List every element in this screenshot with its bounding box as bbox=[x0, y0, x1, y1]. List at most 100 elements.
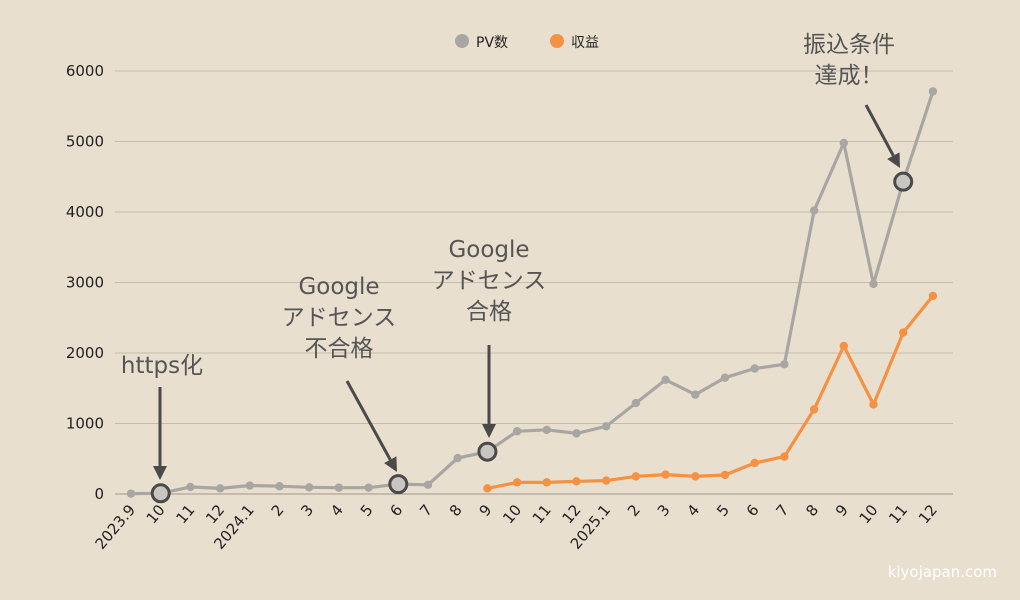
data-point bbox=[661, 470, 670, 479]
x-tick-label: 10 bbox=[856, 501, 882, 527]
data-point bbox=[928, 87, 938, 96]
annotation-marker bbox=[150, 483, 171, 504]
x-tick-label: 3 bbox=[297, 501, 317, 520]
annotation-arrow bbox=[345, 380, 392, 461]
data-point bbox=[691, 472, 700, 481]
data-point bbox=[780, 452, 789, 461]
x-tick-label: 6 bbox=[743, 501, 763, 520]
data-point bbox=[809, 206, 819, 215]
x-tick-label: 10 bbox=[143, 501, 169, 527]
x-tick-label: 9 bbox=[476, 501, 496, 520]
series-line bbox=[129, 89, 935, 496]
data-point bbox=[839, 341, 848, 351]
legend: PV数 収益 bbox=[455, 34, 599, 51]
data-point bbox=[720, 470, 730, 480]
x-tick-label: 5 bbox=[713, 501, 733, 520]
data-point bbox=[423, 480, 433, 490]
x-tick-label: 11 bbox=[885, 501, 911, 527]
x-tick-label: 2 bbox=[624, 501, 644, 520]
x-tick-label: 8 bbox=[446, 501, 466, 520]
data-point bbox=[542, 425, 551, 435]
x-tick-label: 2023.9 bbox=[92, 501, 140, 553]
data-point bbox=[661, 375, 670, 384]
annotation-text: アドセンス bbox=[282, 305, 397, 331]
data-point bbox=[750, 458, 759, 468]
data-point bbox=[602, 422, 611, 431]
x-tick-label: 5 bbox=[357, 501, 377, 520]
x-tick-label: 11 bbox=[172, 501, 198, 527]
annotation-arrowhead bbox=[482, 424, 496, 438]
x-tick-label: 10 bbox=[499, 501, 525, 527]
data-point bbox=[245, 481, 254, 490]
gridlines bbox=[115, 70, 953, 495]
annotation-text: 合格 bbox=[466, 299, 512, 325]
x-tick-label: 4 bbox=[683, 501, 703, 520]
data-point bbox=[928, 291, 938, 301]
y-tick-label: 2000 bbox=[66, 344, 104, 362]
x-tick-label: 4 bbox=[327, 501, 347, 520]
series-line bbox=[485, 294, 935, 490]
data-point bbox=[780, 360, 789, 369]
data-point bbox=[720, 373, 730, 382]
data-point bbox=[869, 279, 878, 289]
data-point bbox=[809, 405, 819, 414]
annotation-text: 振込条件 bbox=[803, 32, 895, 58]
legend-label: PV数 bbox=[476, 35, 508, 51]
data-point bbox=[572, 429, 581, 438]
x-tick-label: 7 bbox=[416, 501, 436, 520]
x-tick-label: 3 bbox=[654, 501, 674, 520]
annotation-text: Google bbox=[298, 274, 379, 300]
data-point bbox=[483, 484, 492, 493]
data-point bbox=[305, 483, 314, 492]
data-point bbox=[691, 390, 700, 399]
annotation-text: アドセンス bbox=[432, 268, 547, 294]
y-tick-label: 1000 bbox=[66, 415, 104, 433]
y-tick-label: 3000 bbox=[66, 274, 104, 292]
x-tick-label: 7 bbox=[773, 501, 793, 520]
data-point bbox=[839, 138, 848, 148]
data-point bbox=[186, 482, 195, 492]
data-point bbox=[126, 489, 136, 498]
data-point bbox=[631, 472, 641, 481]
annotation-marker bbox=[388, 474, 409, 495]
annotation-arrowhead bbox=[384, 456, 397, 472]
data-point bbox=[215, 484, 225, 493]
annotation-text: 達成！ bbox=[815, 63, 884, 89]
data-point bbox=[512, 478, 522, 487]
watermark-text: kiyojapan.com bbox=[888, 563, 997, 581]
data-point bbox=[869, 400, 878, 409]
legend-marker bbox=[455, 34, 469, 48]
annotation-arrowhead bbox=[887, 152, 900, 168]
data-point bbox=[572, 477, 581, 486]
x-tick-label: 2 bbox=[268, 501, 288, 520]
annotation-text: Google bbox=[448, 237, 529, 263]
data-point bbox=[899, 328, 908, 337]
data-point bbox=[334, 483, 344, 492]
x-tick-label: 8 bbox=[802, 501, 822, 520]
annotation-text: https化 bbox=[121, 353, 203, 379]
y-tick-label: 0 bbox=[94, 485, 104, 503]
x-tick-label: 6 bbox=[386, 501, 406, 520]
data-point bbox=[512, 427, 522, 436]
legend-label: 収益 bbox=[571, 35, 599, 51]
data-point bbox=[542, 478, 551, 487]
x-tick-label: 9 bbox=[832, 501, 852, 520]
legend-marker bbox=[550, 34, 564, 48]
x-tick-label: 11 bbox=[529, 501, 555, 527]
y-axis: 0 1000 2000 3000 4000 5000 6000 bbox=[66, 62, 104, 503]
x-tick-label: 12 bbox=[915, 501, 941, 527]
data-point bbox=[453, 453, 462, 463]
annotation-arrowhead bbox=[153, 466, 167, 480]
y-tick-label: 5000 bbox=[66, 133, 104, 151]
annotation-arrow bbox=[864, 104, 895, 157]
data-point bbox=[602, 476, 611, 485]
data-point bbox=[275, 482, 284, 491]
data-point bbox=[750, 364, 759, 373]
y-tick-label: 6000 bbox=[66, 62, 104, 80]
annotation-marker bbox=[893, 171, 914, 192]
annotation-marker bbox=[477, 441, 498, 462]
data-point bbox=[631, 398, 641, 408]
